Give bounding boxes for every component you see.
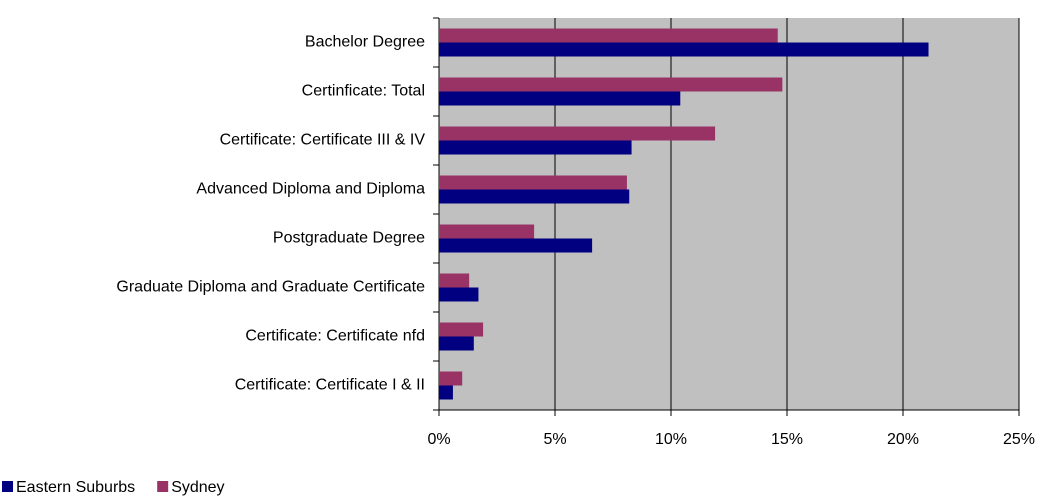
plot-area [439,18,1019,410]
bar [439,371,463,386]
bar [439,91,681,106]
x-tick-label: 5% [543,431,566,448]
y-tick-label: Certificate: Certificate I & II [235,377,425,394]
bar [439,385,453,400]
x-tick-label: 10% [655,431,687,448]
legend-label: Eastern Suburbs [16,479,135,496]
bar [439,224,535,239]
y-tick-label: Certinficate: Total [302,83,425,100]
x-tick-label: 25% [1003,431,1035,448]
x-tick-label: 15% [771,431,803,448]
bar [439,273,470,288]
x-tick-label: 0% [427,431,450,448]
y-tick-label: Bachelor Degree [305,34,425,51]
legend-swatch [157,481,169,492]
bar [439,28,778,43]
y-tick-label: Graduate Diploma and Graduate Certificat… [116,279,425,296]
bar [439,322,484,337]
bar [439,238,593,253]
legend-swatch [2,481,13,492]
bar [439,175,627,190]
bar [439,126,716,141]
bar [439,287,479,302]
bar [439,140,632,155]
legend-label: Sydney [171,479,224,496]
y-tick-label: Postgraduate Degree [273,230,425,247]
bar [439,189,630,204]
y-tick-label: Certificate: Certificate nfd [245,328,425,345]
bar [439,336,474,351]
y-tick-label: Advanced Diploma and Diploma [196,181,425,198]
y-tick-label: Certificate: Certificate III & IV [220,132,426,149]
bar [439,77,783,92]
x-tick-label: 20% [887,431,919,448]
bar [439,42,929,57]
